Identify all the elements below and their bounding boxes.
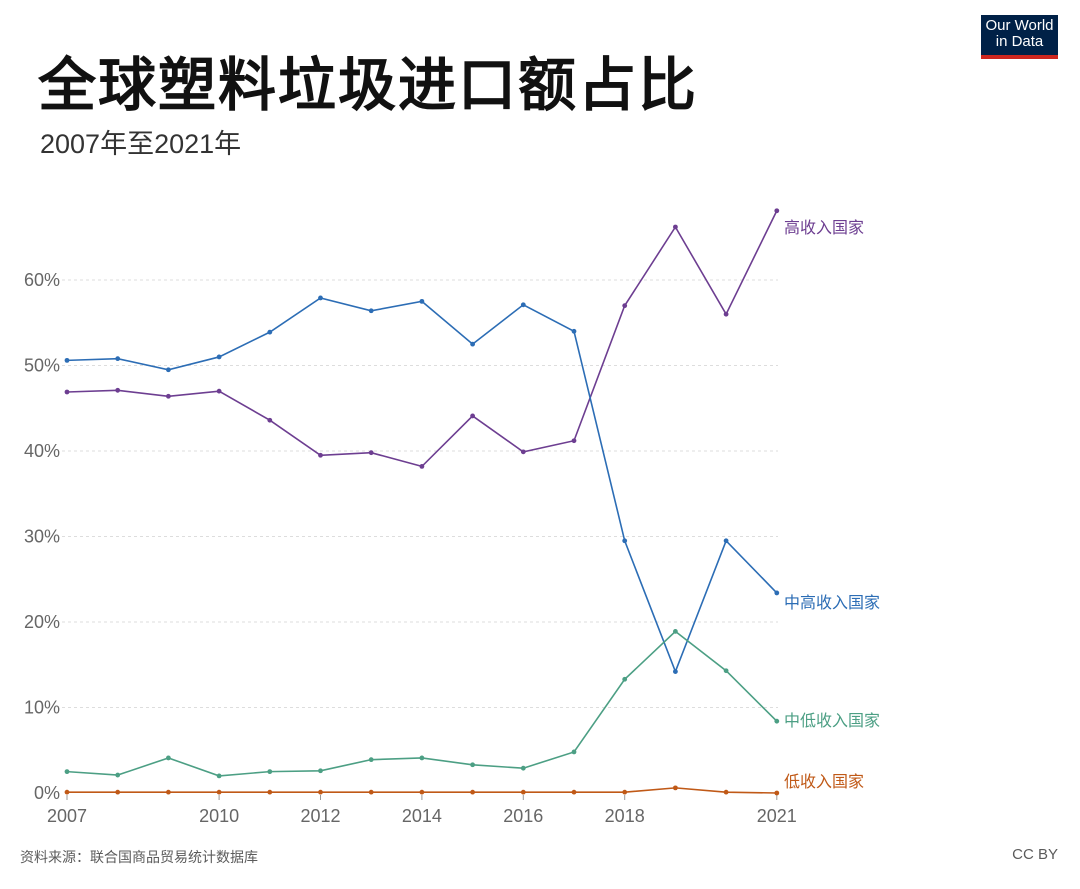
data-point [470, 789, 475, 795]
logo-line2: in Data [995, 33, 1044, 50]
data-point [520, 302, 526, 308]
owid-logo[interactable]: Our World in Data [981, 15, 1058, 59]
data-point [470, 341, 475, 347]
x-tick-label: 2014 [402, 806, 442, 826]
data-point [166, 755, 171, 761]
series-line [66, 210, 778, 468]
data-point [774, 790, 780, 796]
data-point [723, 538, 729, 544]
y-tick-label: 20% [24, 612, 60, 632]
series-label: 中高收入国家 [784, 594, 880, 612]
data-point [774, 208, 780, 214]
data-point [622, 303, 628, 309]
data-point [419, 789, 425, 795]
x-tick-label: 2016 [503, 806, 543, 826]
data-point [216, 773, 222, 779]
x-tick-label: 2021 [757, 806, 797, 826]
x-tick-label: 2012 [300, 806, 340, 826]
data-point [470, 762, 475, 768]
data-point [216, 354, 222, 360]
data-point [520, 789, 526, 795]
data-point [774, 718, 780, 724]
y-tick-label: 60% [24, 270, 60, 290]
data-point [520, 449, 526, 455]
data-point [673, 785, 678, 791]
data-point [673, 669, 678, 674]
data-point [419, 755, 425, 761]
data-point [64, 389, 70, 395]
data-point [64, 769, 70, 775]
y-tick-label: 30% [24, 527, 60, 547]
y-tick-label: 40% [24, 441, 60, 461]
data-point [115, 356, 121, 362]
data-point [571, 789, 577, 795]
series-label: 低收入国家 [784, 773, 864, 791]
data-point [64, 357, 70, 363]
data-point [368, 757, 374, 763]
data-point [571, 749, 577, 755]
data-point [318, 295, 323, 301]
data-point [723, 668, 729, 674]
data-point [419, 298, 425, 304]
data-point [571, 328, 577, 334]
data-point [318, 452, 323, 458]
data-point [673, 629, 678, 634]
series-label: 中低收入国家 [784, 712, 880, 730]
data-point [622, 538, 628, 544]
y-tick-label: 10% [24, 698, 60, 718]
logo-line1: Our World [985, 17, 1054, 34]
series-line [66, 297, 778, 674]
x-tick-label: 2018 [605, 806, 645, 826]
data-point [571, 438, 577, 444]
data-point [368, 450, 374, 456]
data-point [64, 789, 70, 795]
data-point [622, 676, 628, 682]
data-point [774, 590, 780, 596]
series-line [66, 630, 778, 777]
y-tick-label: 0% [34, 783, 60, 803]
data-point [318, 789, 323, 795]
license-link[interactable]: CC BY [1012, 846, 1058, 863]
data-point [267, 417, 273, 423]
data-point [267, 789, 273, 795]
data-point [520, 765, 526, 771]
data-point [267, 329, 273, 335]
data-point [166, 789, 171, 795]
data-point [115, 387, 121, 393]
data-point [723, 311, 729, 317]
source-note: 资料来源：联合国商品贸易统计数据库 [20, 849, 258, 865]
x-tick-label: 2007 [47, 806, 87, 826]
data-point [318, 768, 323, 774]
data-point [267, 769, 273, 775]
series-label: 高收入国家 [784, 219, 864, 237]
data-point [166, 393, 171, 399]
data-point [673, 224, 678, 230]
data-point [470, 413, 475, 419]
y-tick-label: 50% [24, 356, 60, 376]
chart-title: 全球塑料垃圾进口额占比 [38, 51, 699, 119]
data-point [419, 463, 425, 469]
data-point [622, 789, 628, 795]
data-point [115, 789, 121, 795]
data-point [368, 789, 374, 795]
data-point [723, 789, 729, 795]
data-point [166, 367, 171, 373]
data-point [368, 308, 374, 314]
chart-subtitle: 2007年至2021年 [40, 129, 242, 159]
x-tick-label: 2010 [199, 806, 239, 826]
data-point [216, 789, 222, 795]
data-point [115, 772, 121, 778]
data-point [216, 388, 222, 394]
